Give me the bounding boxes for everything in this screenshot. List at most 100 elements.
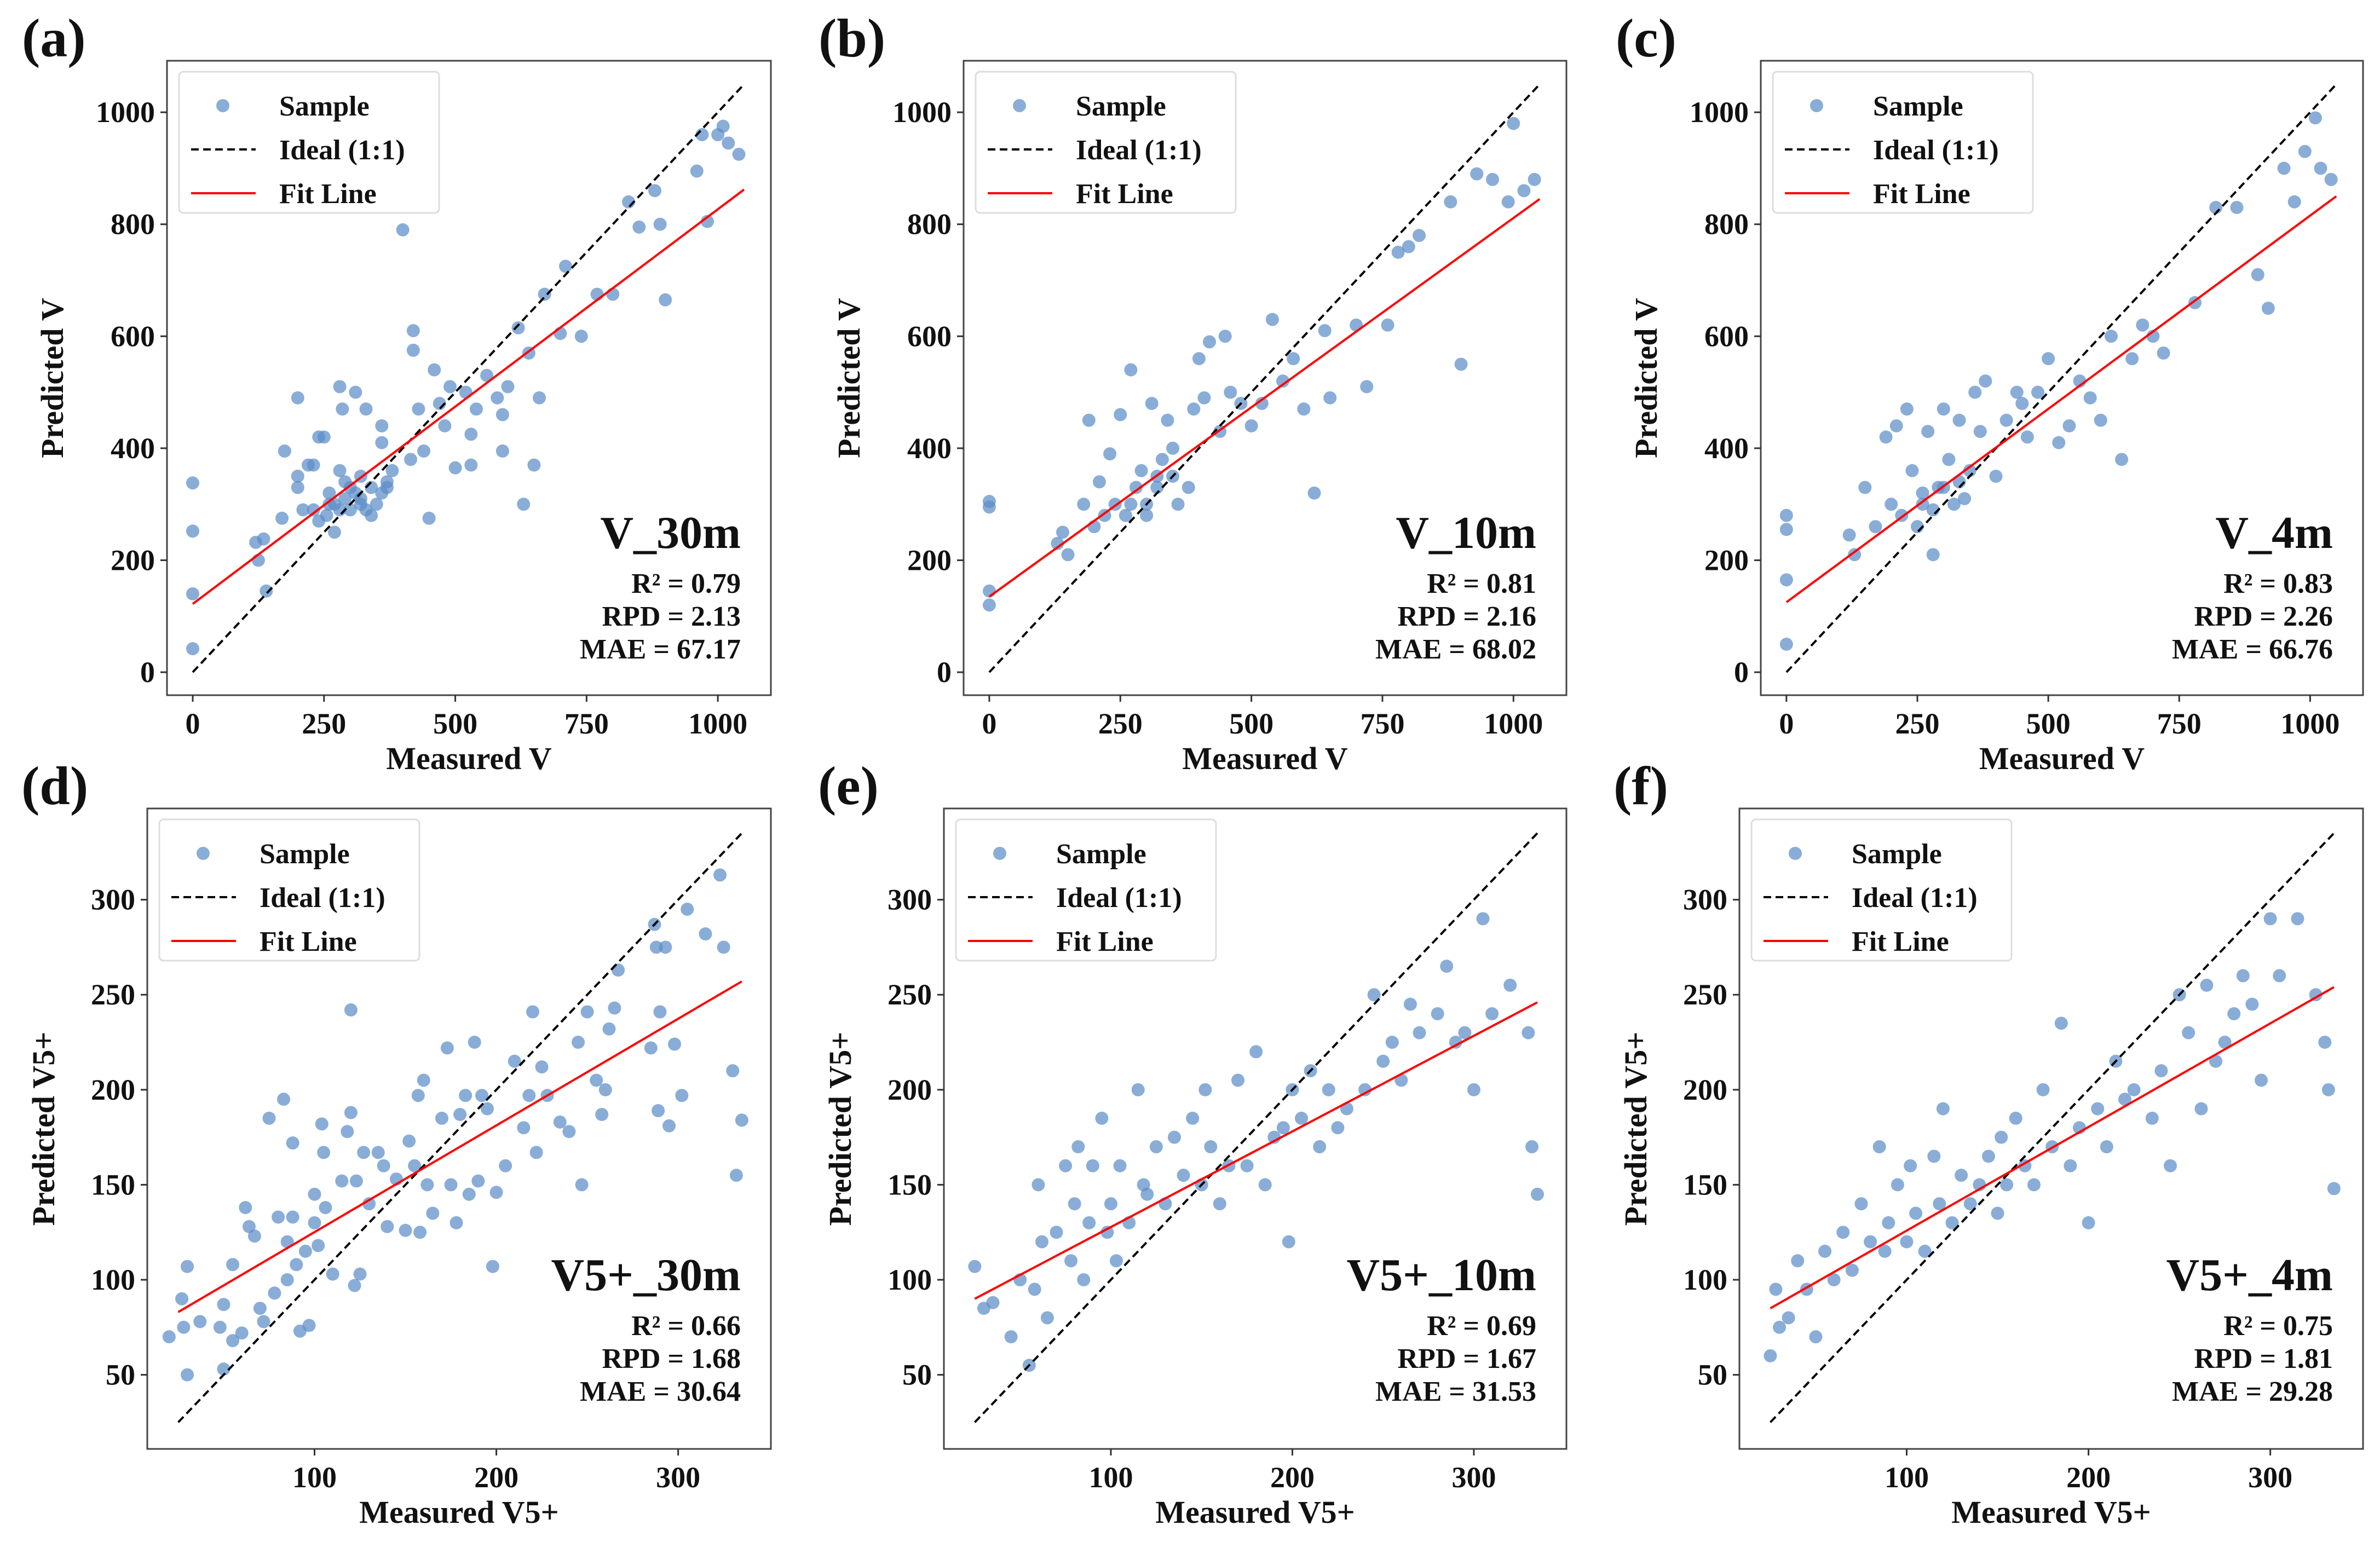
ideal-line xyxy=(177,832,743,1423)
y-tick-label: 100 xyxy=(91,1263,135,1296)
sample-point xyxy=(986,1296,1000,1309)
sample-point xyxy=(1322,1083,1335,1096)
legend-ideal-label: Ideal (1:1) xyxy=(1056,882,1182,914)
x-tick-label: 300 xyxy=(656,1461,700,1494)
metric-rpd: RPD = 1.67 xyxy=(1398,1343,1537,1374)
sample-point xyxy=(1276,374,1290,388)
sample-point xyxy=(1187,402,1201,416)
sample-point xyxy=(2100,1140,2113,1153)
legend-box xyxy=(955,818,1217,962)
sample-point xyxy=(1197,391,1211,405)
sample-point xyxy=(1109,1254,1123,1268)
x-axis-label: Measured V xyxy=(1979,741,2145,776)
legend: Sample Ideal (1:1) Fit Line xyxy=(975,71,1237,214)
y-tick-label: 50 xyxy=(106,1359,135,1391)
sample-point xyxy=(1204,1140,1218,1153)
sample-point xyxy=(298,1244,312,1258)
sample-point xyxy=(186,524,199,538)
sample-point xyxy=(2082,1216,2095,1229)
x-tick-label: 300 xyxy=(1451,1461,1496,1494)
sample-point xyxy=(359,503,373,517)
sample-point xyxy=(1503,978,1517,992)
y-tick-label: 400 xyxy=(111,432,155,465)
x-axis-label: Measured V xyxy=(1182,741,1347,776)
sample-point xyxy=(1287,352,1300,366)
sample-point xyxy=(598,1083,612,1096)
sample-point xyxy=(353,1267,367,1281)
sample-point xyxy=(1764,1349,1777,1362)
panel-b: (b) 0 250 500 750 1000 0 200 400 600 800 1000 Measur… xyxy=(819,8,1568,776)
sample-point xyxy=(1059,1159,1073,1172)
legend: Sample Ideal (1:1) Fit Line xyxy=(158,818,420,962)
sample-point xyxy=(1124,363,1138,377)
sample-point xyxy=(262,1111,276,1125)
sample-point xyxy=(1244,419,1258,432)
sample-point xyxy=(489,1186,503,1199)
dataset-title: V_30m xyxy=(600,507,741,558)
sample-point xyxy=(1937,402,1950,416)
metric-rpd: RPD = 1.81 xyxy=(2194,1343,2333,1374)
sample-point xyxy=(1431,1007,1444,1020)
sample-point xyxy=(2182,1026,2195,1039)
sample-point xyxy=(1981,1150,1995,1163)
y-tick-label: 0 xyxy=(1734,656,1749,689)
x-axis-label: Measured V5+ xyxy=(1951,1494,2151,1530)
sample-point xyxy=(1991,1206,2004,1220)
sample-point xyxy=(1161,413,1174,427)
sample-point xyxy=(1056,525,1069,539)
sample-point xyxy=(2125,352,2139,366)
sample-point xyxy=(475,1089,489,1102)
ideal-line xyxy=(1770,832,2335,1423)
sample-point xyxy=(1100,1226,1114,1239)
sample-point xyxy=(417,1073,430,1087)
y-tick-label: 1000 xyxy=(1690,96,1749,129)
sample-point xyxy=(1413,1026,1426,1039)
sample-point xyxy=(2298,145,2312,158)
y-tick-label: 800 xyxy=(1704,208,1749,241)
sample-point xyxy=(495,408,509,421)
sample-point xyxy=(1858,481,1872,494)
sample-point xyxy=(1904,1159,1917,1172)
sample-point xyxy=(362,1197,376,1211)
x-tick-label: 100 xyxy=(292,1461,337,1494)
sample-point xyxy=(1376,1054,1390,1068)
sample-point xyxy=(558,259,572,273)
sample-point xyxy=(2118,1093,2131,1106)
sample-point xyxy=(1198,1083,1212,1096)
sample-point xyxy=(326,1267,339,1281)
sample-point xyxy=(377,1159,390,1172)
fit-line xyxy=(974,1001,1538,1300)
sample-point xyxy=(268,1286,281,1300)
sample-point xyxy=(1358,1083,1372,1096)
sample-point xyxy=(1848,548,1862,562)
sample-point xyxy=(1501,195,1515,209)
sample-point xyxy=(491,391,504,405)
y-tick-label: 200 xyxy=(111,544,155,576)
legend-fit-label: Fit Line xyxy=(1056,926,1154,957)
sample-point xyxy=(652,1104,665,1118)
sample-point xyxy=(370,498,383,511)
y-tick-label: 150 xyxy=(1683,1168,1727,1201)
sample-point xyxy=(608,1001,621,1015)
sample-point xyxy=(1467,1083,1480,1096)
sample-point xyxy=(2194,1102,2208,1116)
panel-label: (e) xyxy=(818,755,879,816)
sample-point xyxy=(2020,430,2034,444)
sample-point xyxy=(1213,1197,1226,1211)
sample-point xyxy=(1530,1187,1544,1201)
sample-point xyxy=(312,1239,325,1252)
sample-point xyxy=(1077,498,1091,511)
sample-point xyxy=(562,1125,576,1139)
y-tick-label: 200 xyxy=(888,1073,932,1106)
sample-point xyxy=(260,584,273,598)
sample-point xyxy=(385,464,399,477)
y-tick-label: 50 xyxy=(902,1359,932,1391)
legend-sample-label: Sample xyxy=(1076,91,1166,122)
sample-point xyxy=(435,1111,448,1125)
sample-point xyxy=(422,511,436,525)
sample-point xyxy=(659,293,672,307)
sample-point xyxy=(511,321,525,334)
sample-point xyxy=(375,436,389,449)
sample-point xyxy=(226,1334,240,1348)
sample-point xyxy=(1313,1140,1327,1153)
